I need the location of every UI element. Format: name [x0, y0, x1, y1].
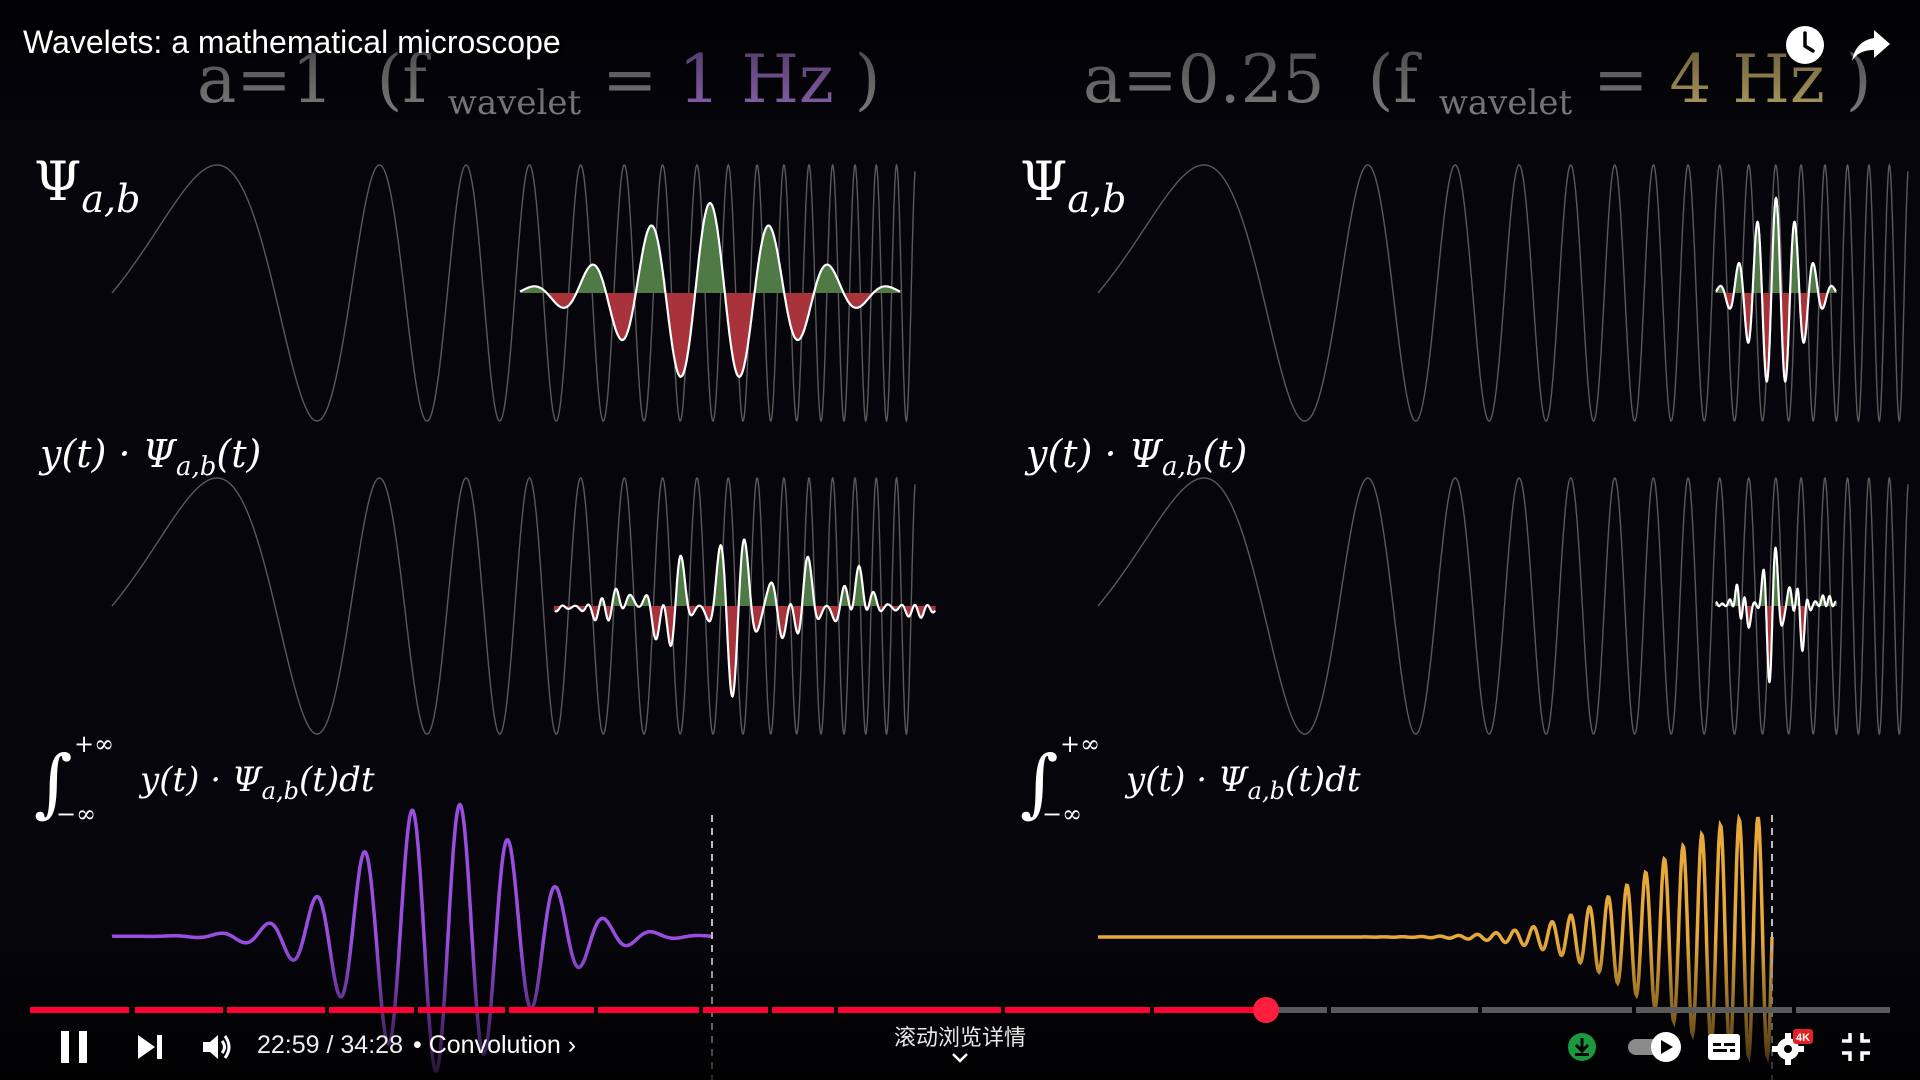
- chapter-bullet: •: [413, 1031, 422, 1059]
- chapter-title: Convolution: [428, 1031, 561, 1059]
- progress-segment[interactable]: [1636, 1007, 1792, 1013]
- svg-text:+∞: +∞: [74, 730, 114, 758]
- gear-icon: 4K: [1772, 1029, 1813, 1065]
- duration: 34:28: [340, 1031, 403, 1059]
- svg-text:∫: ∫: [34, 740, 73, 826]
- left-product-label: y(t) · Ψa,b(t): [38, 432, 261, 482]
- skip-next-icon: [138, 1035, 162, 1059]
- left-product-chirp: [111, 476, 916, 736]
- left-product-wave: [554, 538, 936, 699]
- autoplay-toggle[interactable]: [1626, 1025, 1686, 1069]
- autoplay-toggle-icon: [1628, 1032, 1681, 1062]
- progress-scrubber[interactable]: [1253, 997, 1280, 1023]
- volume-icon: [203, 1035, 231, 1059]
- pause-icon: [61, 1031, 87, 1063]
- right-product-wave: [1715, 546, 1837, 684]
- progress-played-segment: [417, 1007, 505, 1013]
- time-separator: /: [319, 1031, 341, 1059]
- share-button[interactable]: [1848, 22, 1894, 68]
- right-heading: a=0.25 (f wavelet = 4 Hz ): [1083, 41, 1871, 130]
- scroll-details-label: 滚动浏览详情: [893, 1025, 1026, 1050]
- subtitles-button[interactable]: [1704, 1025, 1744, 1069]
- progress-played-segment: [1005, 1007, 1150, 1013]
- settings-button[interactable]: 4K: [1770, 1025, 1816, 1069]
- right-wavelet: [1715, 196, 1837, 383]
- progress-played-segment: [508, 1007, 595, 1013]
- video-title[interactable]: Wavelets: a mathematical microscope: [23, 24, 561, 60]
- quality-badge: 4K: [1796, 1032, 1810, 1044]
- clock-icon: [1786, 26, 1824, 64]
- current-time: 22:59: [257, 1031, 320, 1059]
- exit-fullscreen-button[interactable]: [1836, 1025, 1876, 1069]
- scroll-details-button[interactable]: 滚动浏览详情: [880, 1020, 1040, 1064]
- progress-played-segment: [1153, 1007, 1267, 1013]
- progress-played-segment: [30, 1007, 129, 1013]
- right-chirp-signal: [1097, 163, 1909, 423]
- right-product-chirp: [1097, 476, 1909, 736]
- progress-segment[interactable]: [1795, 1007, 1890, 1013]
- progress-played-segment: [598, 1007, 700, 1013]
- progress-bar[interactable]: [30, 997, 1892, 1023]
- svg-text:+∞: +∞: [1060, 730, 1100, 758]
- svg-text:y(t) · Ψa,b(t)dt: y(t) · Ψa,b(t)dt: [1124, 760, 1361, 805]
- left-chirp-signal: [111, 163, 916, 423]
- next-button[interactable]: [130, 1025, 170, 1069]
- pause-button[interactable]: [52, 1025, 96, 1069]
- waveform-layer: [111, 163, 1909, 1080]
- progress-played-segment: [838, 1007, 1002, 1013]
- left-wavelet: [519, 201, 901, 378]
- download-icon: [1568, 1033, 1596, 1061]
- progress-played-segment: [134, 1007, 224, 1013]
- progress-played-segment: [329, 1007, 414, 1013]
- volume-button[interactable]: [197, 1025, 237, 1069]
- right-integral-result: [1098, 813, 1774, 1064]
- svg-text:∫: ∫: [1020, 740, 1059, 826]
- left-integral-result: [111, 802, 713, 1074]
- right-psi-label: Ψa,b: [1020, 150, 1126, 221]
- subtitles-icon: [1708, 1034, 1740, 1060]
- watch-later-button[interactable]: [1782, 22, 1828, 68]
- progress-segment[interactable]: [1330, 1007, 1478, 1013]
- progress-played-segment: [771, 1007, 835, 1013]
- share-arrow-icon: [1852, 30, 1890, 61]
- progress-played-segment: [703, 1007, 768, 1013]
- svg-text:−∞: −∞: [56, 800, 96, 828]
- chevron-right-icon: ›: [567, 1031, 577, 1059]
- svg-text:−∞: −∞: [1042, 800, 1082, 828]
- progress-played-segment: [227, 1007, 326, 1013]
- svg-text:y(t) · Ψa,b(t)dt: y(t) · Ψa,b(t)dt: [138, 760, 375, 805]
- chevron-down-icon: [952, 1053, 968, 1063]
- time-display: 22:59 / 34:28: [257, 1031, 403, 1060]
- left-psi-label: Ψa,b: [34, 150, 140, 221]
- right-product-label: y(t) · Ψa,b(t): [1024, 432, 1247, 482]
- chapter-title-button[interactable]: • Convolution ›: [413, 1031, 576, 1060]
- progress-segment[interactable]: [1481, 1007, 1633, 1013]
- download-button[interactable]: [1564, 1025, 1600, 1069]
- right-integral-label: ∫ +∞ −∞ y(t) · Ψa,b(t)dt: [1020, 730, 1361, 828]
- exit-fullscreen-icon: [1842, 1033, 1870, 1061]
- left-integral-label: ∫ +∞ −∞ y(t) · Ψa,b(t)dt: [34, 730, 375, 828]
